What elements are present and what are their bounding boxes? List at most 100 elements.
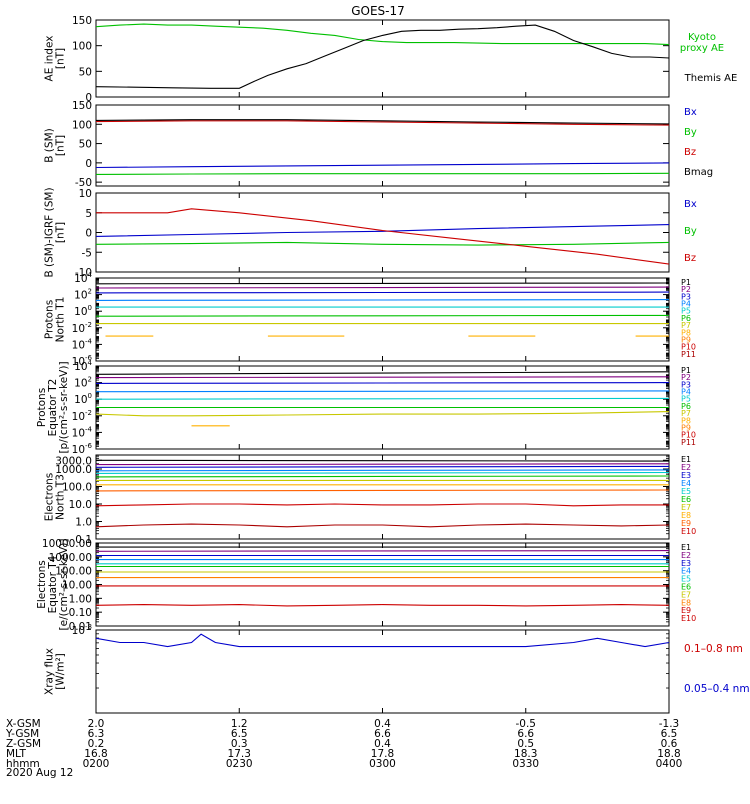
- y-axis-label-line: Protons: [44, 300, 56, 339]
- y-tick-label: 100: [72, 119, 92, 131]
- y-tick-label: 100: [72, 41, 92, 53]
- x-axis-row-value: 6.5: [661, 728, 678, 740]
- legend-item-bmag: Bmag: [684, 167, 713, 178]
- legend-item-e7: E7: [681, 590, 691, 599]
- x-axis-ephemeris: 2020 Aug 12 X-GSM 2.0 1.2 0.4 -0.5 -1.3 Y-GSM 6…: [5, 718, 682, 779]
- x-axis-row-value: 0400: [656, 758, 683, 770]
- legend-item-e1: E1: [681, 455, 691, 464]
- series-line-e10: [96, 503, 669, 507]
- legend-item-p1: P1: [681, 278, 691, 287]
- legend-item-p4: P4: [681, 388, 691, 397]
- y-axis-label: B (SM)-IGRF (SM)[nT]: [44, 187, 67, 277]
- x-axis-row-value: -1.3: [659, 718, 680, 730]
- legend-item-p10: P10: [681, 343, 696, 352]
- y-axis-label-line: [p/(cm²-s-sr-keV)]: [58, 361, 70, 453]
- legend-item-p1: P1: [681, 366, 691, 375]
- series-line-by: [96, 241, 669, 246]
- y-tick-label: 0: [85, 228, 92, 240]
- legend-item-e5: E5: [681, 487, 691, 496]
- legend-item-p6: P6: [681, 314, 691, 323]
- x-axis-row-value: 0.2: [88, 738, 105, 750]
- legend-item-p9: P9: [681, 336, 691, 345]
- legend-item-e10: E10: [681, 614, 696, 623]
- y-tick-label: 100.0: [62, 482, 92, 494]
- panel-bigrf: -10 -5 0 5 10 B (SM)-IGRF (SM)[nT] Bx By Bz: [44, 187, 697, 279]
- series-line-p6: [96, 314, 669, 317]
- y-axis-label-line: [nT]: [55, 222, 67, 243]
- y-tick-label: 50: [79, 139, 92, 151]
- legend-item-e9: E9: [681, 519, 691, 528]
- y-tick-label: 10.0: [69, 499, 92, 511]
- series-line-bx: [96, 162, 669, 169]
- date-label: 2020 Aug 12: [6, 767, 73, 779]
- series-line-bx: [96, 224, 669, 237]
- legend-item-e3: E3: [681, 471, 691, 480]
- series-line-e3: [96, 465, 669, 468]
- legend-item-bx: Bx: [684, 199, 697, 210]
- x-axis-row-value: 16.8: [84, 748, 107, 760]
- x-axis-row-label: MLT: [6, 748, 26, 760]
- x-axis-row-value: 18.3: [514, 748, 537, 760]
- legend-item-p7: P7: [681, 409, 691, 418]
- y-tick-label: 1000.0: [55, 464, 92, 476]
- series-line-e4: [96, 469, 669, 472]
- panel-bsm: -50 0 50 100 150 B (SM)[nT] Bx By Bz Bmag: [44, 100, 714, 189]
- series-line-p3: [96, 382, 669, 384]
- y-axis-label-line: AE index: [44, 36, 56, 82]
- y-tick-label: 0.1: [75, 534, 92, 546]
- series-line-p2: [96, 286, 669, 289]
- legend-item-p10: P10: [681, 431, 696, 440]
- series-line-p1: [96, 282, 669, 285]
- legend-item-p5: P5: [681, 395, 691, 404]
- y-axis-label-line: [nT]: [55, 135, 67, 156]
- series-line-bmag: [96, 119, 669, 125]
- legend-item-e6: E6: [681, 495, 691, 504]
- y-tick-label: 10.00: [62, 580, 92, 592]
- y-tick-label: 1.00: [69, 593, 92, 605]
- legend-item-p7: P7: [681, 321, 691, 330]
- series-line-e2: [96, 550, 669, 552]
- x-axis-row-value: -0.5: [516, 718, 537, 730]
- legend-item-by: By: [684, 127, 697, 138]
- legend-item-p2: P2: [681, 373, 691, 382]
- x-axis-row-value: 6.6: [374, 728, 391, 740]
- x-axis-row-value: 0330: [512, 758, 539, 770]
- x-axis-row-label: hhmm: [6, 758, 40, 770]
- y-axis-label: Xray flux[W/m²]: [44, 648, 67, 695]
- panel-ee: 10000.001000.00100.0010.001.000.100.01El…: [36, 538, 696, 633]
- x-axis-row-value: 17.3: [228, 748, 251, 760]
- y-axis-label-line: [e/(cm²-s-sr-keV)]: [58, 539, 70, 631]
- y-tick-label: 10000.00: [42, 538, 92, 550]
- legend-item-e2: E2: [681, 551, 691, 560]
- x-axis-row-value: 6.5: [231, 728, 248, 740]
- y-tick-label: -10: [75, 267, 92, 279]
- series-line-p1: [96, 371, 669, 375]
- y-axis-label-line: [nT]: [55, 48, 67, 69]
- x-axis-row-value: 0200: [83, 758, 110, 770]
- legend-item-p3: P3: [681, 380, 691, 389]
- x-axis-row-value: 0230: [226, 758, 253, 770]
- y-axis-label-line: North T1: [55, 297, 67, 343]
- y-axis-label-line: B (SM): [44, 128, 56, 162]
- series-line-kyoto-proxy-ae: [96, 23, 669, 46]
- series-line-p4: [96, 299, 669, 301]
- y-tick-label: -5: [82, 247, 92, 259]
- x-axis-row-value: 6.3: [88, 728, 105, 740]
- panel-ae: 0 50 100 150 AE index[nT] Kyoto proxy AE Themis…: [44, 15, 738, 104]
- y-axis-label: ElectronsEquator T4[e/(cm²-s-sr-keV)]: [36, 539, 70, 631]
- legend-item-e10: E10: [681, 527, 696, 536]
- y-axis-label-line: [W/m²]: [55, 653, 67, 690]
- y-tick-label: 1000.00: [49, 552, 92, 564]
- y-tick-label: 0: [85, 92, 92, 104]
- y-axis-label-line: North T3: [55, 474, 67, 520]
- y-axis-label: ProtonsNorth T1: [44, 297, 67, 343]
- y-tick-label: 0.01: [69, 621, 92, 633]
- legend-item-p4: P4: [681, 300, 691, 309]
- series-line-p4: [96, 390, 669, 393]
- x-axis-row-value: 6.6: [517, 728, 534, 740]
- y-tick-label: 150: [72, 15, 92, 27]
- y-tick-label: 100.00: [55, 566, 92, 578]
